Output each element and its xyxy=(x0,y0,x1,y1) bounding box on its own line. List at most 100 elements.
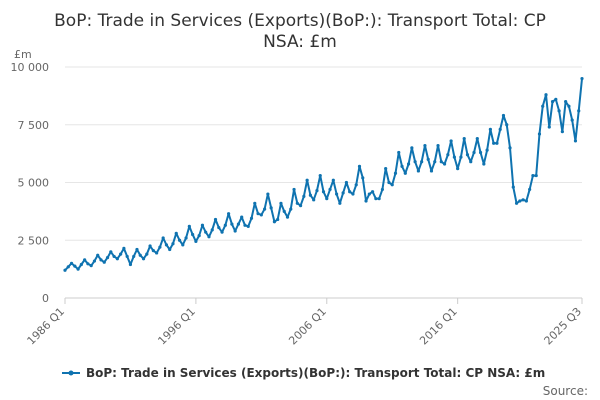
data-point[interactable] xyxy=(397,150,401,155)
data-point[interactable] xyxy=(492,141,496,145)
data-point[interactable] xyxy=(69,261,74,265)
data-point[interactable] xyxy=(364,199,368,203)
data-point[interactable] xyxy=(390,183,394,187)
data-point[interactable] xyxy=(63,268,67,272)
data-point[interactable] xyxy=(263,207,267,211)
data-point[interactable] xyxy=(547,125,551,129)
data-point[interactable] xyxy=(416,169,420,173)
data-point[interactable] xyxy=(194,239,198,244)
data-point[interactable] xyxy=(498,127,502,131)
data-point[interactable] xyxy=(102,260,106,264)
data-point[interactable] xyxy=(482,162,486,166)
data-point[interactable] xyxy=(295,201,299,205)
data-point[interactable] xyxy=(351,192,355,196)
data-point[interactable] xyxy=(66,265,70,269)
data-point[interactable] xyxy=(577,109,581,113)
data-point[interactable] xyxy=(112,254,116,259)
data-point[interactable] xyxy=(534,173,538,178)
data-point[interactable] xyxy=(354,183,358,187)
data-point[interactable] xyxy=(115,257,119,261)
data-point[interactable] xyxy=(580,76,584,81)
data-point[interactable] xyxy=(279,201,283,205)
data-point[interactable] xyxy=(86,262,90,266)
data-point[interactable] xyxy=(403,171,407,175)
data-point[interactable] xyxy=(207,235,211,239)
data-point[interactable] xyxy=(459,155,463,159)
data-point[interactable] xyxy=(514,201,519,205)
data-point[interactable] xyxy=(423,143,427,148)
data-point[interactable] xyxy=(570,118,574,122)
data-point[interactable] xyxy=(135,247,139,252)
data-point[interactable] xyxy=(367,192,371,196)
data-point[interactable] xyxy=(105,255,110,260)
data-point[interactable] xyxy=(161,236,165,240)
data-point[interactable] xyxy=(439,160,443,164)
data-point[interactable] xyxy=(472,150,476,155)
data-point[interactable] xyxy=(92,259,97,263)
data-point[interactable] xyxy=(488,127,492,131)
data-point[interactable] xyxy=(452,155,456,159)
data-point[interactable] xyxy=(266,192,270,196)
source-label[interactable]: Source: xyxy=(543,384,588,398)
data-point[interactable] xyxy=(564,100,568,104)
data-point[interactable] xyxy=(348,190,352,194)
data-point[interactable] xyxy=(518,199,522,203)
data-point[interactable] xyxy=(531,173,535,178)
data-point[interactable] xyxy=(550,100,555,104)
data-point[interactable] xyxy=(164,243,169,247)
data-point[interactable] xyxy=(446,153,450,157)
data-point[interactable] xyxy=(236,222,241,226)
data-point[interactable] xyxy=(259,213,263,217)
data-point[interactable] xyxy=(442,162,447,166)
data-point[interactable] xyxy=(505,123,509,127)
data-point[interactable] xyxy=(191,232,195,237)
data-point[interactable] xyxy=(541,104,545,108)
data-point[interactable] xyxy=(122,246,126,250)
data-point[interactable] xyxy=(246,224,250,228)
data-point[interactable] xyxy=(73,264,77,268)
data-point[interactable] xyxy=(537,132,542,136)
data-point[interactable] xyxy=(96,253,100,257)
data-point[interactable] xyxy=(334,192,339,196)
data-point[interactable] xyxy=(328,187,332,192)
data-point[interactable] xyxy=(331,178,335,182)
data-point[interactable] xyxy=(253,201,257,205)
data-point[interactable] xyxy=(557,109,561,113)
data-point[interactable] xyxy=(302,194,306,198)
data-point[interactable] xyxy=(141,257,146,261)
data-point[interactable] xyxy=(213,217,218,222)
data-point[interactable] xyxy=(155,251,159,255)
data-point[interactable] xyxy=(462,137,466,141)
data-point[interactable] xyxy=(109,250,113,254)
data-point[interactable] xyxy=(429,169,434,173)
data-point[interactable] xyxy=(305,178,309,182)
data-point[interactable] xyxy=(361,176,365,180)
data-point[interactable] xyxy=(269,206,273,210)
data-point[interactable] xyxy=(151,249,155,253)
data-point[interactable] xyxy=(528,187,532,192)
data-point[interactable] xyxy=(223,223,227,227)
data-point[interactable] xyxy=(243,223,247,227)
data-point[interactable] xyxy=(197,234,201,238)
data-point[interactable] xyxy=(315,188,319,193)
data-point[interactable] xyxy=(436,143,440,148)
data-point[interactable] xyxy=(168,247,172,252)
data-point[interactable] xyxy=(187,224,191,228)
data-point[interactable] xyxy=(560,130,564,134)
data-point[interactable] xyxy=(465,153,470,157)
data-point[interactable] xyxy=(145,252,149,256)
data-point[interactable] xyxy=(501,113,506,118)
data-point[interactable] xyxy=(344,180,349,185)
data-point[interactable] xyxy=(357,164,362,168)
data-point[interactable] xyxy=(132,254,136,259)
data-point[interactable] xyxy=(370,190,375,194)
data-point[interactable] xyxy=(128,262,133,267)
data-point[interactable] xyxy=(79,262,83,267)
data-point[interactable] xyxy=(387,180,391,185)
data-point[interactable] xyxy=(204,230,208,234)
data-point[interactable] xyxy=(289,207,293,211)
data-point[interactable] xyxy=(282,209,286,213)
data-point[interactable] xyxy=(508,146,512,150)
data-point[interactable] xyxy=(475,137,479,141)
data-point[interactable] xyxy=(449,139,453,143)
